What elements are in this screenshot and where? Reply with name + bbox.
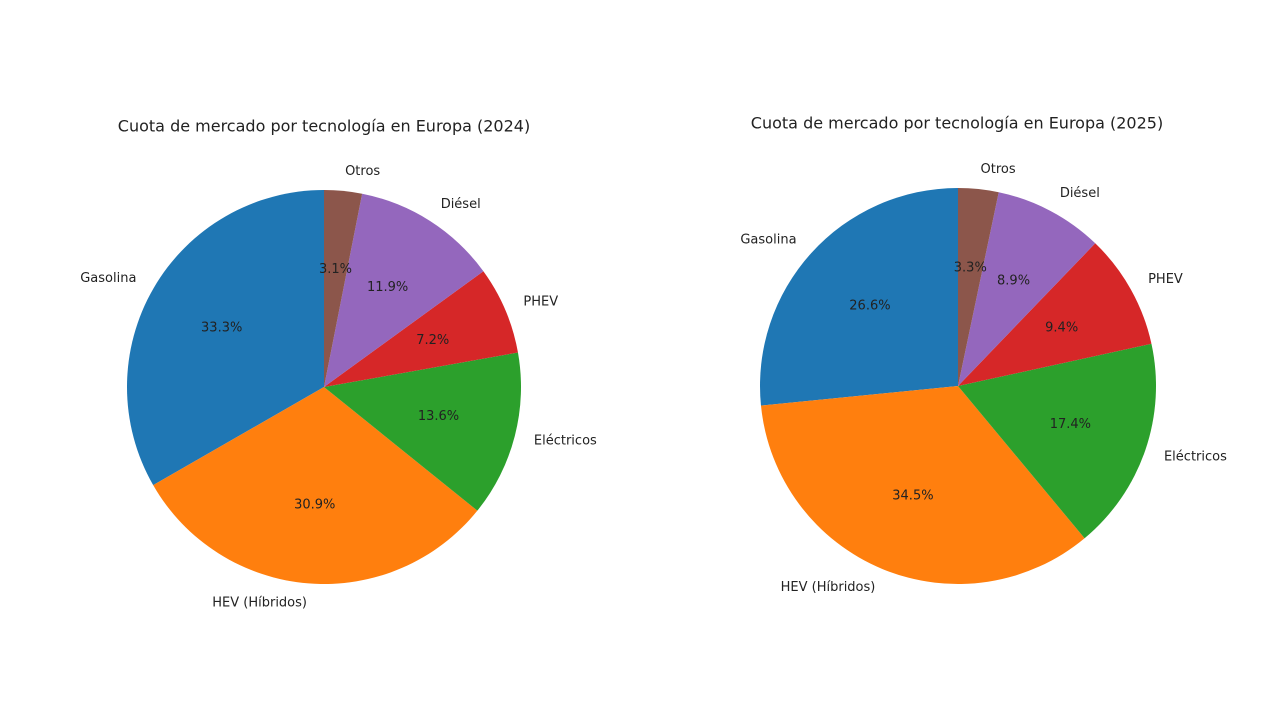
pie-slice <box>958 192 1096 386</box>
pie-slice <box>760 188 958 406</box>
pie-slice <box>760 386 1085 584</box>
value-label: 7.2% <box>416 333 449 348</box>
slice-label: Otros <box>345 164 380 179</box>
pie-slice <box>958 243 1152 386</box>
pie-slice <box>153 387 478 585</box>
pie-slice <box>958 188 999 386</box>
chart-title: Cuota de mercado por tecnología en Europ… <box>118 117 530 136</box>
slice-label: Eléctricos <box>534 433 597 448</box>
value-label: 9.4% <box>1045 321 1078 336</box>
slice-label: Otros <box>981 162 1016 177</box>
slice-label: PHEV <box>1148 272 1183 287</box>
slice-label: PHEV <box>523 295 558 310</box>
slice-label: HEV (Híbridos) <box>212 596 307 611</box>
value-label: 3.3% <box>954 260 987 275</box>
value-label: 8.9% <box>997 273 1030 288</box>
value-label: 26.6% <box>849 299 890 314</box>
slice-label: Diésel <box>1060 186 1100 201</box>
slice-label: Eléctricos <box>1164 449 1227 464</box>
pie-slice <box>324 193 484 387</box>
pie-slice <box>324 190 363 387</box>
slice-label: Gasolina <box>740 232 796 247</box>
slice-label: HEV (Híbridos) <box>781 580 876 595</box>
value-label: 3.1% <box>319 262 352 277</box>
pie-slice <box>324 271 518 387</box>
value-label: 30.9% <box>294 497 335 512</box>
chart-title: Cuota de mercado por tecnología en Europ… <box>751 114 1163 133</box>
value-label: 33.3% <box>201 320 242 335</box>
value-label: 17.4% <box>1050 417 1091 432</box>
value-label: 34.5% <box>892 488 933 503</box>
slice-label: Gasolina <box>80 271 136 286</box>
pie-slice <box>324 352 521 511</box>
value-label: 13.6% <box>418 409 459 424</box>
pie-slice <box>127 190 324 486</box>
pie-slice <box>958 343 1156 539</box>
slice-label: Diésel <box>441 197 481 212</box>
value-label: 11.9% <box>367 280 408 295</box>
